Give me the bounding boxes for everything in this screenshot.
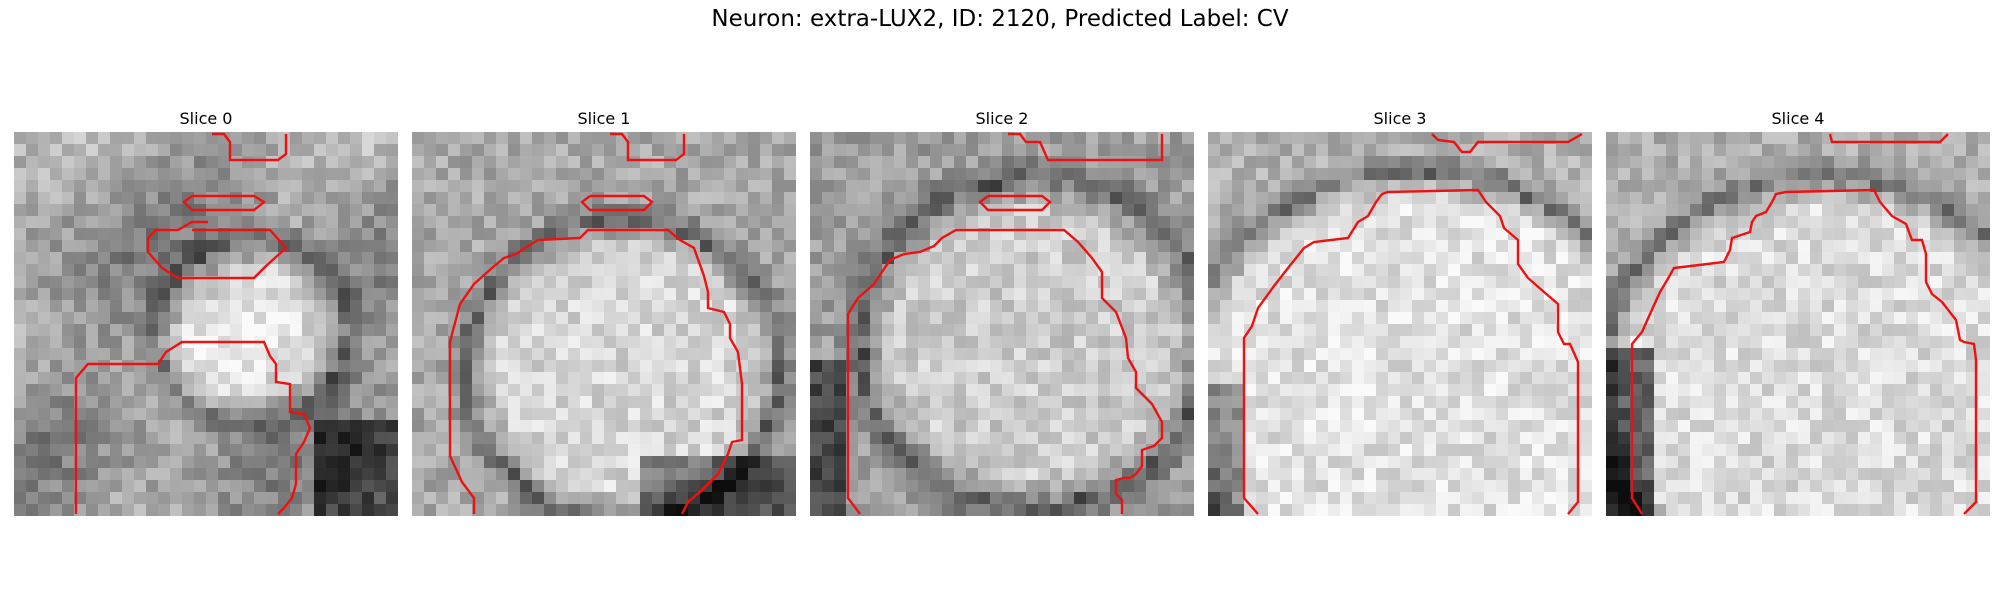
slice-title-4: Slice 4 [1771, 109, 1825, 128]
contour-line [448, 228, 744, 515]
pixel-grid [14, 132, 398, 516]
contour-line [1828, 133, 1949, 144]
slice-panel-2: Slice 2 [810, 108, 1194, 516]
slice-image-2 [810, 132, 1194, 516]
slice-image-1 [412, 132, 796, 516]
segmentation-contour [74, 132, 312, 515]
contour-line [846, 228, 1164, 515]
slice-title-3: Slice 3 [1373, 109, 1427, 128]
segmentation-contour [448, 132, 744, 515]
segmentation-contour [846, 132, 1164, 515]
contour-line [74, 340, 312, 515]
slice-panel-4: Slice 4 [1606, 108, 1990, 516]
contour-line [1008, 132, 1164, 162]
pixel-grid [1208, 132, 1592, 516]
pixel-grid [810, 132, 1194, 516]
pixel-grid [1606, 132, 1990, 516]
slice-panel-0: Slice 0 [14, 108, 398, 516]
contour-line [610, 132, 686, 162]
segmentation-contour [1630, 133, 1978, 515]
slice-panel-3: Slice 3 [1208, 108, 1592, 516]
slice-title-2: Slice 2 [975, 109, 1029, 128]
contour-line [182, 194, 267, 212]
pixel-grid [412, 132, 796, 516]
contour-line [580, 194, 654, 212]
contour-line [978, 194, 1052, 212]
slice-image-4 [1606, 132, 1990, 516]
figure-title: Neuron: extra-LUX2, ID: 2120, Predicted … [711, 6, 1289, 32]
slice-title-0: Slice 0 [179, 109, 233, 128]
contour-line [146, 220, 288, 280]
segmentation-contour [1242, 132, 1583, 515]
contour-line [1242, 188, 1580, 515]
contour-line [1630, 188, 1978, 515]
slice-panel-1: Slice 1 [412, 108, 796, 516]
slice-image-0 [14, 132, 398, 516]
slice-title-1: Slice 1 [577, 109, 631, 128]
contour-line [1431, 132, 1583, 154]
slice-image-3 [1208, 132, 1592, 516]
contour-line [212, 132, 288, 162]
